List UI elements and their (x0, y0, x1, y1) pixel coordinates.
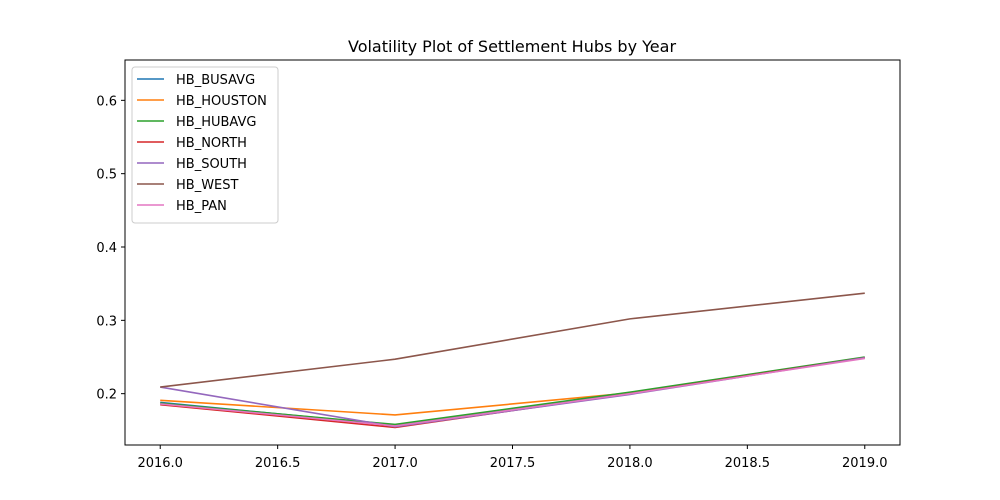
x-tick-label: 2018.5 (725, 456, 771, 471)
legend-label: HB_SOUTH (176, 157, 247, 172)
x-axis: 2016.0 2016.5 2017.0 2017.5 2018.0 2018.5 2019… (137, 445, 888, 471)
legend-label: HB_BUSAVG (176, 73, 255, 88)
x-tick-label: 2017.5 (490, 456, 536, 471)
series-line-hb-houston (160, 356, 865, 416)
x-tick-label: 2016.0 (137, 456, 183, 471)
legend-box (131, 66, 279, 224)
legend-label: HB_HOUSTON (176, 94, 267, 109)
legend-label: HB_WEST (176, 178, 239, 193)
series-layer (160, 292, 865, 429)
x-tick-label: 2019.0 (842, 456, 888, 471)
series-line-hb-pan (160, 357, 865, 427)
y-tick-label: 0.5 (96, 168, 117, 183)
series-line-hb-hubavg (160, 356, 865, 426)
legend-label: HB_NORTH (176, 136, 247, 151)
x-tick-label: 2017.0 (372, 456, 418, 471)
series-line-hb-south (160, 356, 865, 428)
x-tick-label: 2016.5 (255, 456, 301, 471)
legend: HB_BUSAVG HB_HOUSTON HB_HUBAVG HB_NORTH HB_S… (131, 66, 279, 224)
y-tick-label: 0.3 (96, 314, 117, 329)
legend-label: HB_PAN (176, 199, 227, 214)
x-tick-label: 2018.0 (607, 456, 653, 471)
y-tick-label: 0.6 (96, 94, 117, 109)
y-tick-label: 0.4 (96, 241, 117, 256)
series-line-hb-north (160, 356, 865, 429)
series-line-hb-west (160, 292, 865, 388)
y-tick-label: 0.2 (96, 388, 117, 403)
y-axis: 0.2 0.3 0.4 0.5 0.6 (96, 94, 125, 403)
legend-label: HB_HUBAVG (176, 115, 256, 130)
chart-title: Volatility Plot of Settlement Hubs by Ye… (348, 37, 676, 56)
